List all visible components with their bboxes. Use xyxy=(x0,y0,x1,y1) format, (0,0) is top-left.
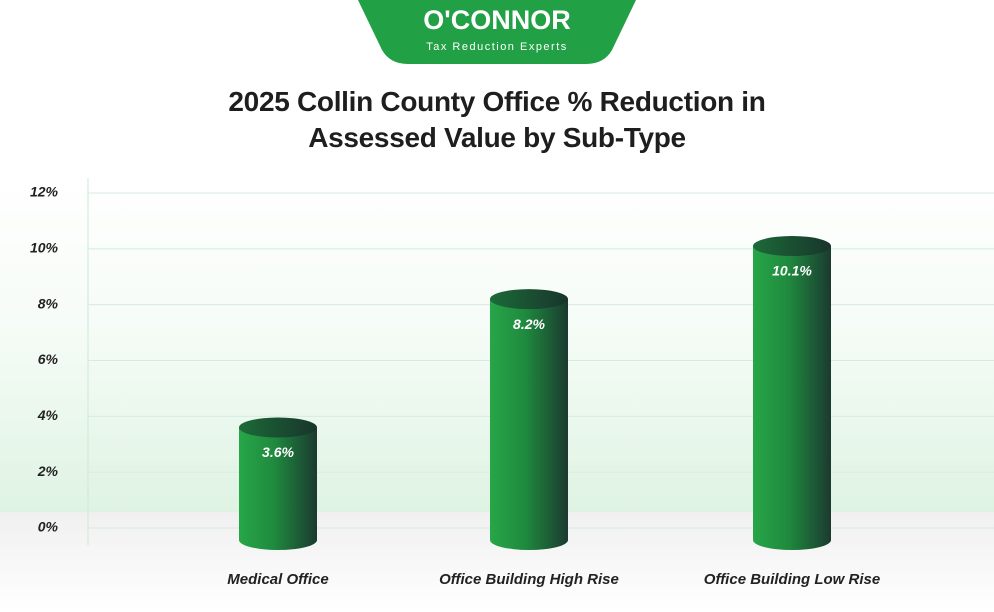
bar-top xyxy=(490,289,568,310)
logo-name: O'CONNOR xyxy=(423,5,570,35)
chart-title: 2025 Collin County Office % Reduction in… xyxy=(228,86,766,153)
bar xyxy=(490,299,568,550)
bar xyxy=(239,427,317,550)
x-tick-label: Office Building Low Rise xyxy=(704,571,880,588)
y-tick-label: 4% xyxy=(37,407,59,423)
y-tick-label: 12% xyxy=(30,184,59,200)
x-tick-label: Office Building High Rise xyxy=(439,571,619,588)
logo-badge xyxy=(358,0,636,64)
logo-tagline: Tax Reduction Experts xyxy=(426,41,568,53)
value-label: 8.2% xyxy=(513,316,545,332)
y-tick-label: 6% xyxy=(38,351,59,367)
y-tick-label: 8% xyxy=(38,295,59,311)
value-label: 3.6% xyxy=(262,444,294,460)
bar-top xyxy=(239,417,317,438)
bar xyxy=(753,246,831,550)
y-tick-label: 2% xyxy=(37,463,59,479)
y-tick-label: 10% xyxy=(30,240,59,256)
x-tick-label: Medical Office xyxy=(227,571,328,588)
bar-top xyxy=(753,236,831,257)
value-label: 10.1% xyxy=(772,263,812,279)
y-tick-label: 0% xyxy=(38,519,59,535)
